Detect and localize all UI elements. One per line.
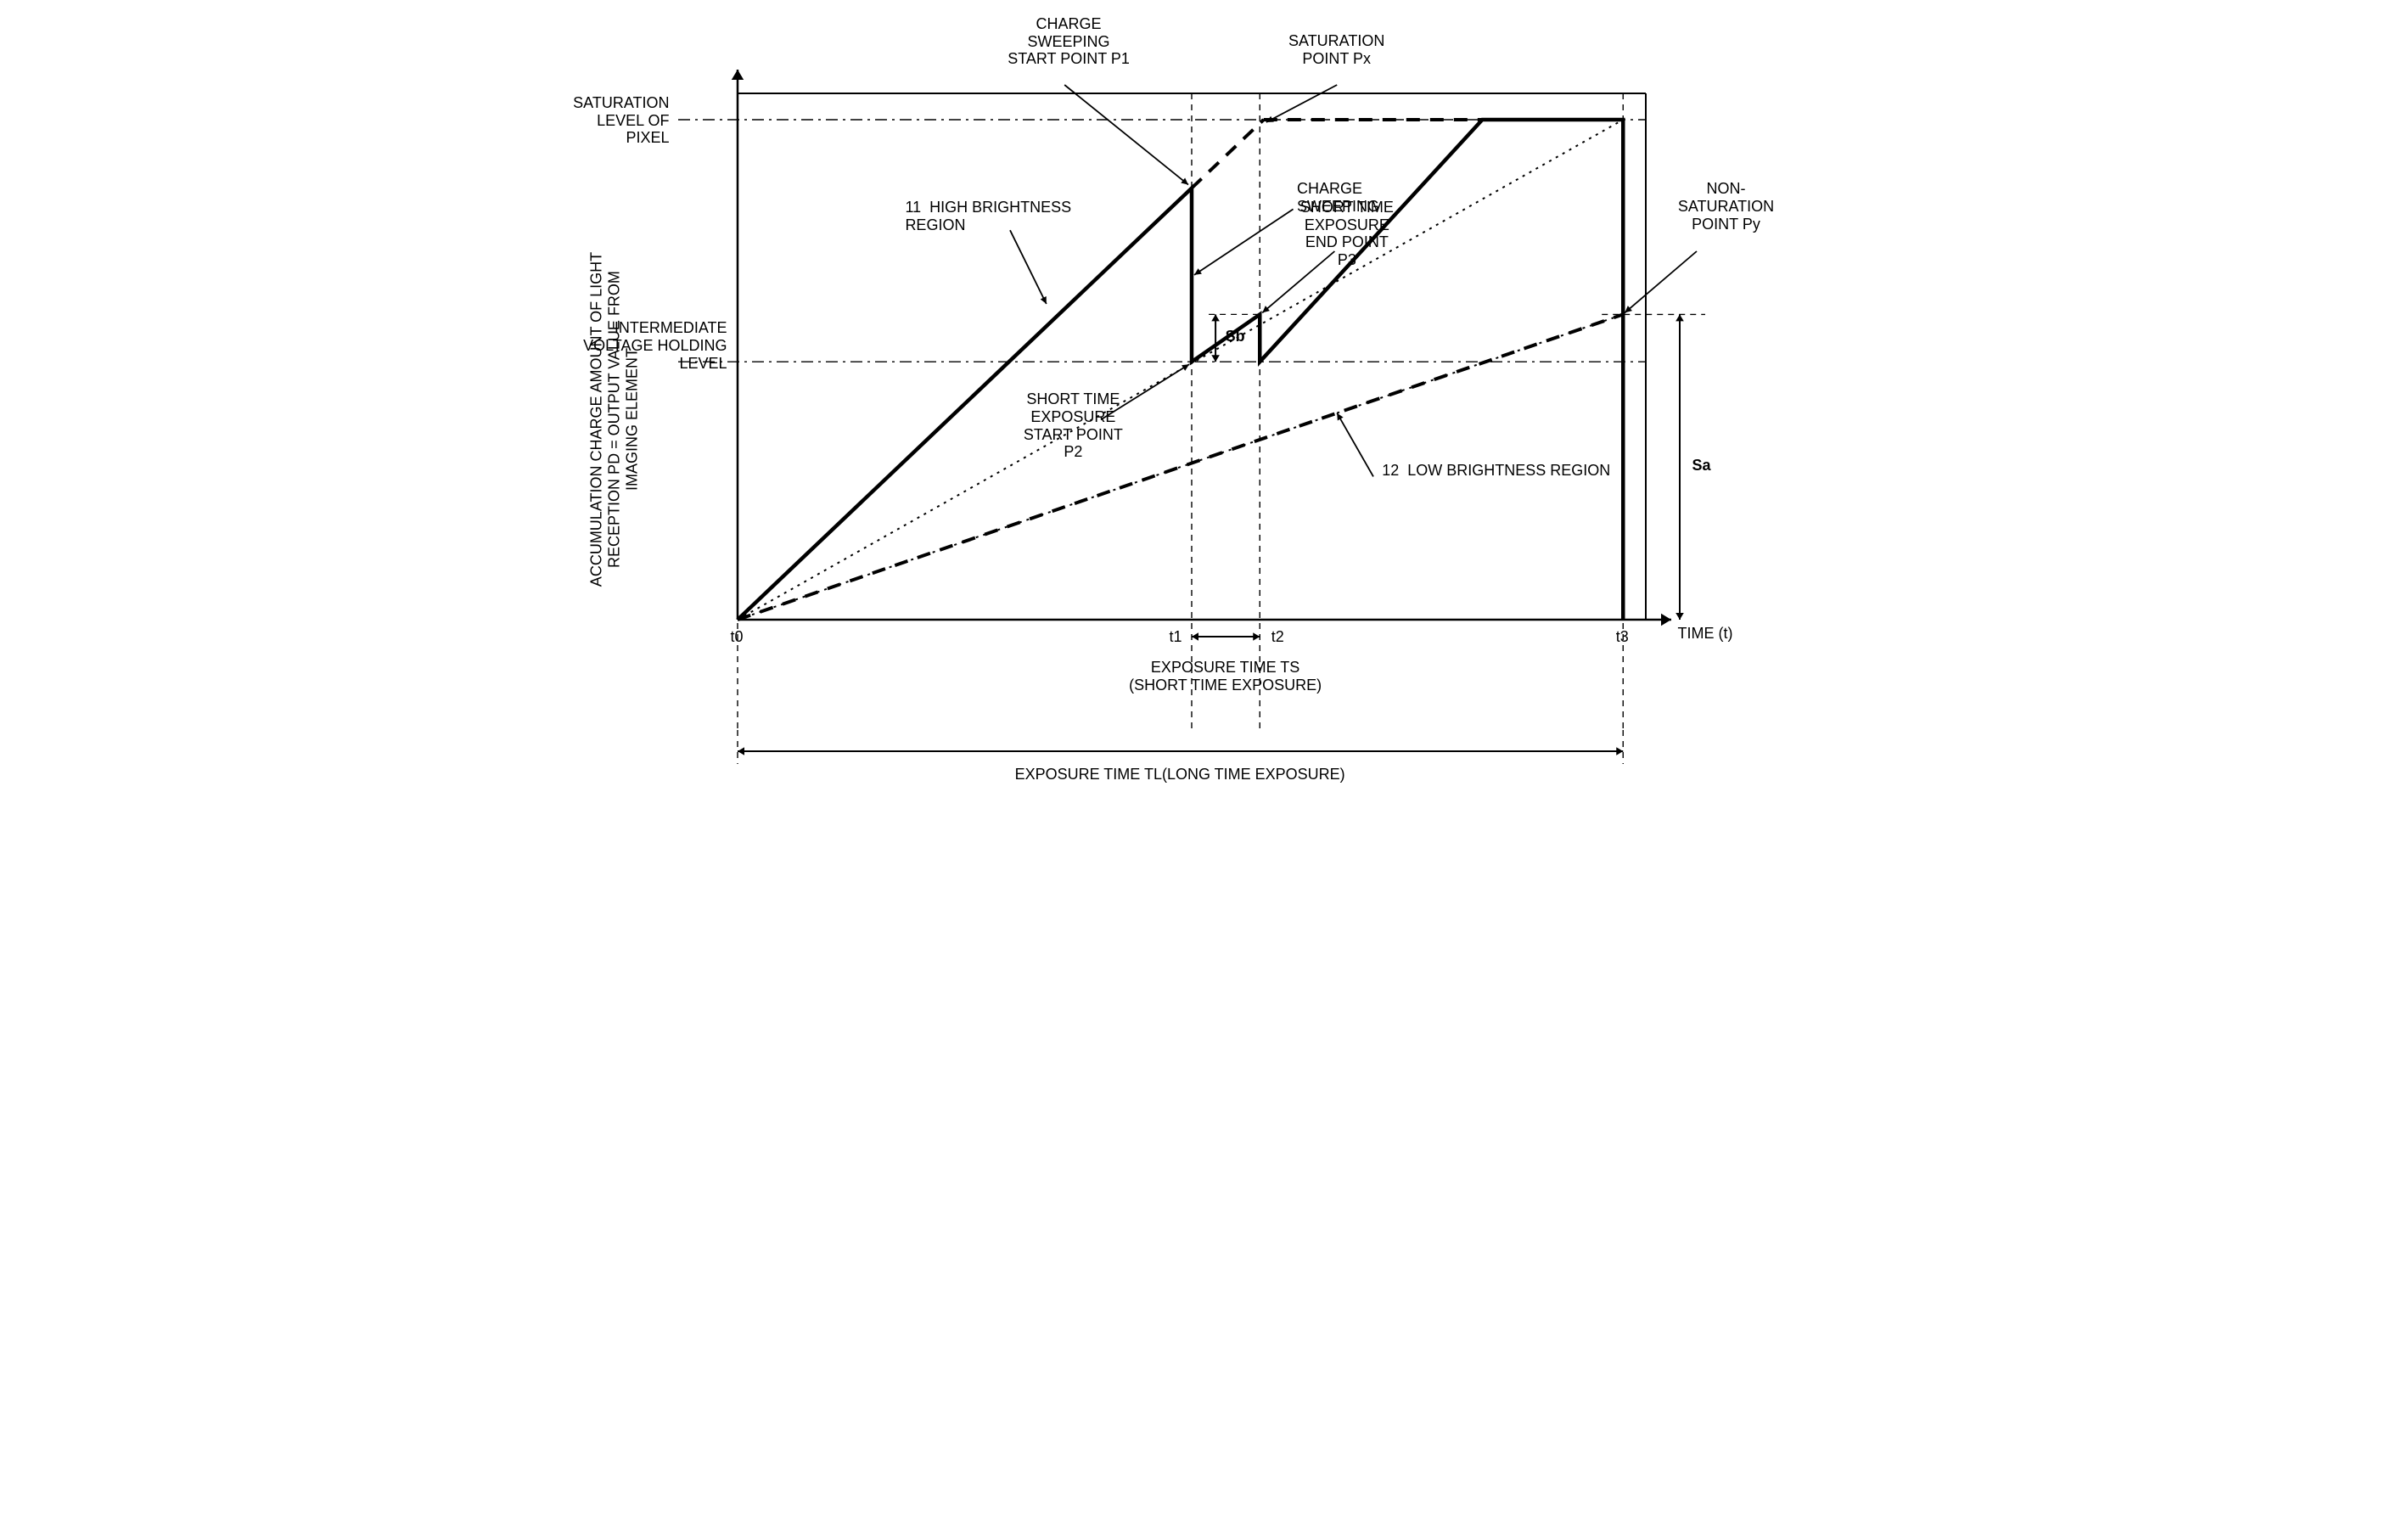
px-label: SATURATION POINT Px — [1288, 32, 1384, 67]
high-brightness-label: 11 HIGH BRIGHTNESS REGION — [905, 199, 1071, 233]
sb-label: Sb — [1226, 328, 1245, 345]
low-brightness-label: 12 LOW BRIGHTNESS REGION — [1382, 462, 1610, 480]
intermediate-level-label: INTERMEDIATE VOLTAGE HOLDING LEVEL — [583, 319, 727, 372]
p3-label: SHORT TIME EXPOSURE END POINT P3 — [1300, 199, 1394, 269]
saturation-level-label: SATURATION LEVEL OF PIXEL — [573, 94, 669, 147]
exposure-tl-label: EXPOSURE TIME TL(LONG TIME EXPOSURE) — [1015, 766, 1345, 783]
p2-label: SHORT TIME EXPOSURE START POINT P2 — [1024, 390, 1123, 461]
timing-diagram: ACCUMULATION CHARGE AMOUNT OF LIGHT RECE… — [585, 17, 1824, 789]
t0-label: t0 — [731, 628, 744, 646]
t3-label: t3 — [1616, 628, 1629, 646]
t2-label: t2 — [1271, 628, 1284, 646]
p1-label: CHARGE SWEEPING START POINT P1 — [1008, 15, 1130, 68]
py-label: NON- SATURATION POINT Py — [1678, 180, 1774, 233]
t1-label: t1 — [1170, 628, 1182, 646]
exposure-ts-label: EXPOSURE TIME TS (SHORT TIME EXPOSURE) — [1129, 659, 1322, 694]
y-axis-label: ACCUMULATION CHARGE AMOUNT OF LIGHT RECE… — [587, 252, 641, 587]
time-axis-label: TIME (t) — [1678, 625, 1733, 643]
sa-label: Sa — [1692, 457, 1711, 475]
